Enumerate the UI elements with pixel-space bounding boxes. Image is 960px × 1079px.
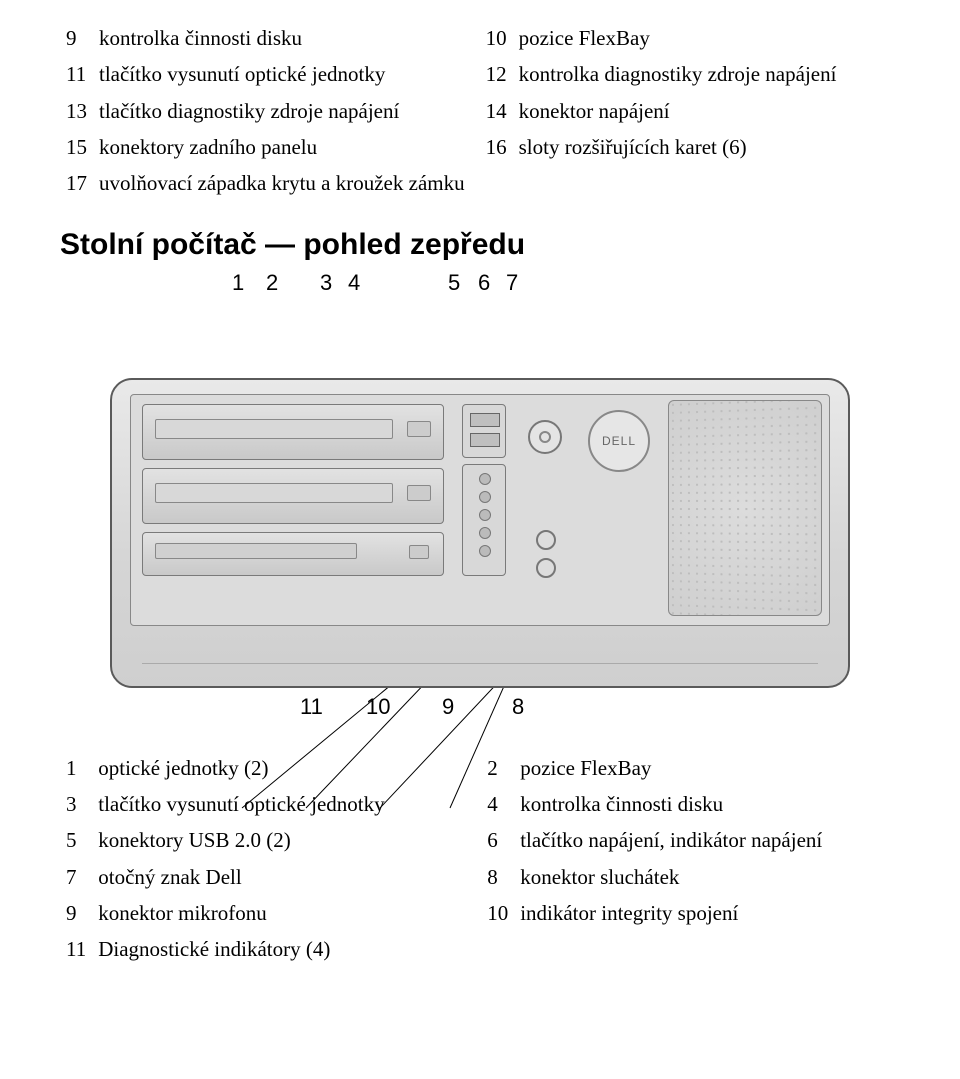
item-text: konektor mikrofonu (92, 895, 481, 931)
table-row: 9kontrolka činnosti disku10pozice FlexBa… (60, 20, 900, 56)
eject-button-1 (407, 421, 431, 437)
callout-number: 4 (348, 270, 360, 296)
item-text: pozice FlexBay (513, 20, 900, 56)
item-text: pozice FlexBay (514, 750, 900, 786)
item-text: indikátor integrity spojení (514, 895, 900, 931)
lower-definition-table: 1optické jednotky (2)2pozice FlexBay3tla… (60, 750, 900, 968)
item-text: tlačítko vysunutí optické jednotky (92, 786, 481, 822)
ventilation-grille (668, 400, 822, 616)
chassis-baseline (142, 663, 818, 664)
item-number (480, 165, 513, 201)
item-number: 8 (481, 859, 514, 895)
item-text: konektory USB 2.0 (2) (92, 822, 481, 858)
table-row: 15konektory zadního panelu16sloty rozšiř… (60, 129, 900, 165)
optical-drive-1 (142, 404, 444, 460)
item-text: Diagnostické indikátory (4) (92, 931, 481, 967)
usb-port-2 (470, 433, 500, 447)
item-text: konektory zadního panelu (93, 129, 480, 165)
usb-ports (462, 404, 506, 458)
item-number: 2 (481, 750, 514, 786)
item-number (481, 931, 514, 967)
item-text: tlačítko diagnostiky zdroje napájení (93, 93, 480, 129)
optical-tray-1 (155, 419, 393, 439)
microphone-jack (536, 558, 556, 578)
item-number: 13 (60, 93, 93, 129)
power-button (528, 420, 562, 454)
optical-drive-2 (142, 468, 444, 524)
callout-number: 2 (266, 270, 278, 296)
table-row: 7otočný znak Dell8konektor sluchátek (60, 859, 900, 895)
computer-chassis: DELL (110, 378, 850, 688)
table-row: 11tlačítko vysunutí optické jednotky12ko… (60, 56, 900, 92)
callout-number: 5 (448, 270, 460, 296)
callout-number: 10 (366, 694, 390, 720)
item-number: 3 (60, 786, 92, 822)
flexbay-button (409, 545, 429, 559)
diag-led-3 (479, 509, 491, 521)
callout-number: 7 (506, 270, 518, 296)
item-number: 12 (480, 56, 513, 92)
item-number: 11 (60, 931, 92, 967)
diagnostic-led-strip (462, 464, 506, 576)
callout-number: 9 (442, 694, 454, 720)
item-number: 10 (481, 895, 514, 931)
table-row: 9konektor mikrofonu10indikátor integrity… (60, 895, 900, 931)
item-text: optické jednotky (2) (92, 750, 481, 786)
item-text: uvolňovací západka krytu a kroužek zámku (93, 165, 480, 201)
item-text: sloty rozšiřujících karet (6) (513, 129, 900, 165)
item-number: 14 (480, 93, 513, 129)
item-text: tlačítko napájení, indikátor napájení (514, 822, 900, 858)
page: 9kontrolka činnosti disku10pozice FlexBa… (0, 0, 960, 1008)
item-text: kontrolka činnosti disku (93, 20, 480, 56)
item-number: 4 (481, 786, 514, 822)
flexbay (142, 532, 444, 576)
section-heading: Stolní počítač — pohled zepředu (60, 228, 900, 262)
item-number: 16 (480, 129, 513, 165)
usb-port-1 (470, 413, 500, 427)
callout-number: 6 (478, 270, 490, 296)
item-number: 10 (480, 20, 513, 56)
headphone-jack (536, 530, 556, 550)
dell-logo: DELL (588, 410, 650, 472)
upper-definition-table: 9kontrolka činnosti disku10pozice FlexBa… (60, 20, 900, 202)
item-number: 11 (60, 56, 93, 92)
item-text: kontrolka činnosti disku (514, 786, 900, 822)
item-number: 9 (60, 895, 92, 931)
item-text: otočný znak Dell (92, 859, 481, 895)
item-number: 7 (60, 859, 92, 895)
item-number: 17 (60, 165, 93, 201)
diag-led-1 (479, 473, 491, 485)
table-row: 11Diagnostické indikátory (4) (60, 931, 900, 967)
table-row: 17uvolňovací západka krytu a kroužek zám… (60, 165, 900, 201)
diag-led-4 (479, 527, 491, 539)
item-text: kontrolka diagnostiky zdroje napájení (513, 56, 900, 92)
item-number: 6 (481, 822, 514, 858)
item-text: konektor napájení (513, 93, 900, 129)
table-row: 5konektory USB 2.0 (2)6tlačítko napájení… (60, 822, 900, 858)
callout-number: 8 (512, 694, 524, 720)
item-number: 5 (60, 822, 92, 858)
item-number: 15 (60, 129, 93, 165)
eject-button-2 (407, 485, 431, 501)
item-number: 9 (60, 20, 93, 56)
callout-number: 11 (300, 694, 323, 720)
item-text: tlačítko vysunutí optické jednotky (93, 56, 480, 92)
flexbay-slot (155, 543, 357, 559)
optical-tray-2 (155, 483, 393, 503)
table-row: 13tlačítko diagnostiky zdroje napájení14… (60, 93, 900, 129)
diagram-bottom-labels: 11 10 9 8 (180, 694, 900, 724)
table-row: 3tlačítko vysunutí optické jednotky4kont… (60, 786, 900, 822)
table-row: 1optické jednotky (2)2pozice FlexBay (60, 750, 900, 786)
item-text (513, 165, 900, 201)
callout-number: 3 (320, 270, 332, 296)
diagram: DELL (110, 378, 850, 688)
diag-led-5 (479, 545, 491, 557)
diagram-top-labels: 12 34 567 (180, 270, 900, 300)
item-number: 1 (60, 750, 92, 786)
item-text (514, 931, 900, 967)
callout-number: 1 (232, 270, 244, 296)
item-text: konektor sluchátek (514, 859, 900, 895)
diag-led-2 (479, 491, 491, 503)
